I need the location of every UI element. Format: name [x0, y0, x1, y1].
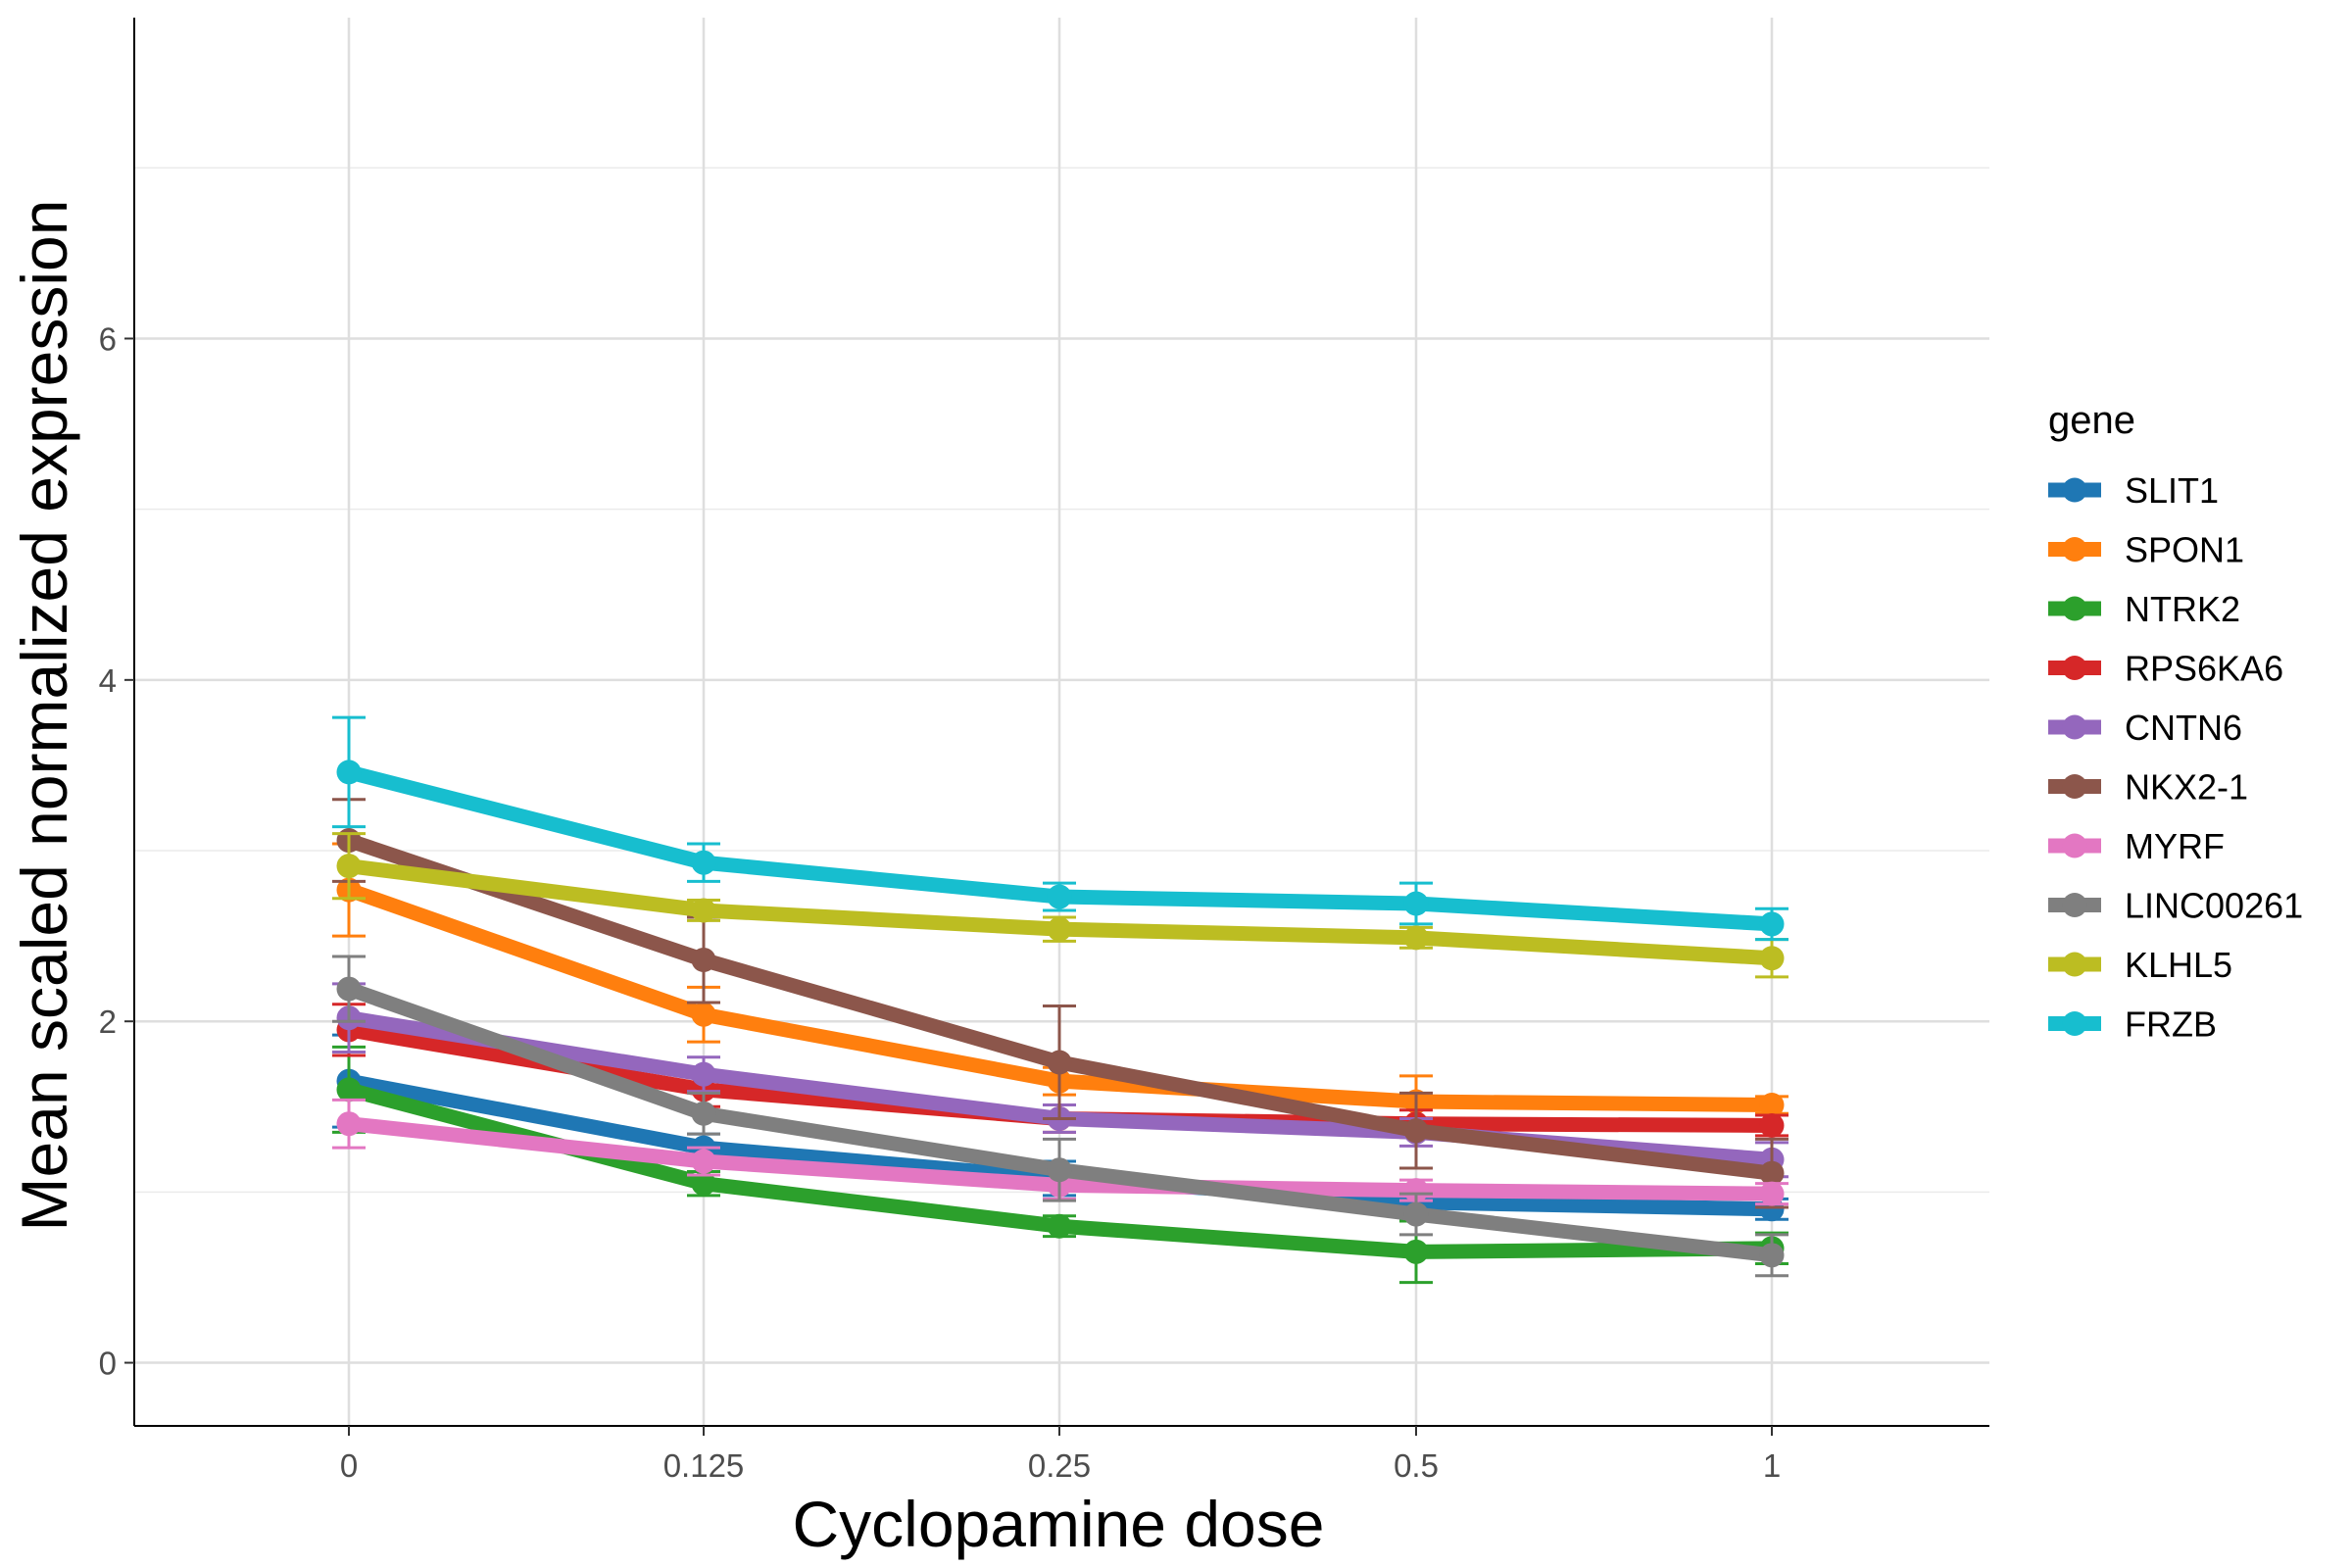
legend-item: NTRK2: [2048, 589, 2240, 629]
data-point: [691, 850, 716, 875]
data-point: [1403, 1178, 1429, 1203]
legend-label: MYRF: [2125, 826, 2225, 866]
legend-item: KLHL5: [2048, 945, 2232, 985]
legend-key-point: [2062, 656, 2087, 680]
legend-key-point: [2062, 714, 2087, 740]
series-linc00261: [332, 955, 1788, 1278]
legend-item: LINC00261: [2048, 886, 2303, 926]
legend-label: LINC00261: [2125, 886, 2303, 926]
y-axis-title: Mean scaled normalized expression: [8, 200, 80, 1232]
legend-item: RPS6KA6: [2048, 649, 2283, 689]
data-point: [1759, 946, 1785, 971]
series-nkx2-1: [332, 798, 1788, 1209]
legend-label: CNTN6: [2125, 708, 2242, 748]
data-point: [1047, 1213, 1072, 1239]
legend-label: SPON1: [2125, 530, 2244, 570]
legend-label: SLIT1: [2125, 470, 2219, 511]
x-tick-label: 1: [1763, 1447, 1781, 1484]
data-point: [691, 947, 716, 972]
series-frzb: [332, 715, 1788, 942]
legend-key-point: [2062, 893, 2087, 917]
series-lines: [332, 715, 1788, 1285]
legend-key-point: [2062, 477, 2087, 503]
data-point: [1403, 1201, 1429, 1227]
y-tick-label: 2: [99, 1004, 117, 1040]
data-point: [1047, 1050, 1072, 1075]
data-point: [691, 1171, 716, 1197]
data-point: [1759, 1181, 1785, 1206]
data-point: [336, 760, 362, 785]
legend-item: FRZB: [2048, 1004, 2217, 1045]
y-tick-label: 6: [99, 320, 117, 357]
y-tick-label: 4: [99, 662, 117, 699]
data-point: [336, 976, 362, 1002]
data-point: [1047, 1157, 1072, 1183]
legend-key-point: [2062, 952, 2087, 977]
legend-item: SPON1: [2048, 530, 2244, 570]
data-point: [1759, 1243, 1785, 1268]
data-point: [1403, 891, 1429, 916]
data-point: [691, 898, 716, 923]
legend-item: SLIT1: [2048, 470, 2219, 511]
legend-label: KLHL5: [2125, 945, 2232, 985]
data-point: [1759, 1160, 1785, 1186]
data-point: [1759, 1112, 1785, 1138]
legend-item: MYRF: [2048, 826, 2225, 866]
legend-label: NTRK2: [2125, 589, 2240, 629]
legend-label: NKX2-1: [2125, 767, 2248, 808]
legend-key-point: [2062, 1011, 2087, 1036]
legend-item: CNTN6: [2048, 708, 2242, 748]
legend: gene SLIT1 SPON1 NTRK2 RPS6KA6 CNTN6 NKX2-1 MY…: [2048, 399, 2303, 1045]
legend-key-point: [2062, 774, 2087, 799]
data-point: [1759, 911, 1785, 937]
data-point: [1047, 916, 1072, 942]
tick-labels: 0 2 4 6 0 0.125 0.25 0.5 1: [99, 320, 1782, 1484]
axes: [124, 18, 1989, 1436]
legend-key-point: [2062, 537, 2087, 562]
data-point: [1759, 1093, 1785, 1118]
data-point: [336, 854, 362, 879]
x-axis-title: Cyclopamine dose: [793, 1488, 1325, 1560]
legend-key-point: [2062, 833, 2087, 858]
x-tick-label: 0: [340, 1447, 358, 1484]
x-tick-label: 0.125: [663, 1447, 745, 1484]
data-point: [691, 1149, 716, 1174]
data-point: [1403, 925, 1429, 951]
data-point: [1403, 1118, 1429, 1144]
x-tick-label: 0.25: [1028, 1447, 1091, 1484]
x-tick-label: 0.5: [1394, 1447, 1439, 1484]
data-point: [336, 1111, 362, 1137]
data-point: [691, 1061, 716, 1087]
data-point: [1047, 884, 1072, 909]
legend-item: NKX2-1: [2048, 767, 2248, 808]
data-point: [1403, 1239, 1429, 1264]
data-point: [336, 1077, 362, 1102]
legend-key-point: [2062, 596, 2087, 621]
legend-label: RPS6KA6: [2125, 649, 2283, 689]
legend-label: FRZB: [2125, 1004, 2217, 1045]
y-tick-label: 0: [99, 1346, 117, 1382]
legend-title: gene: [2048, 399, 2135, 442]
data-point: [691, 1101, 716, 1126]
data-point: [691, 1002, 716, 1027]
